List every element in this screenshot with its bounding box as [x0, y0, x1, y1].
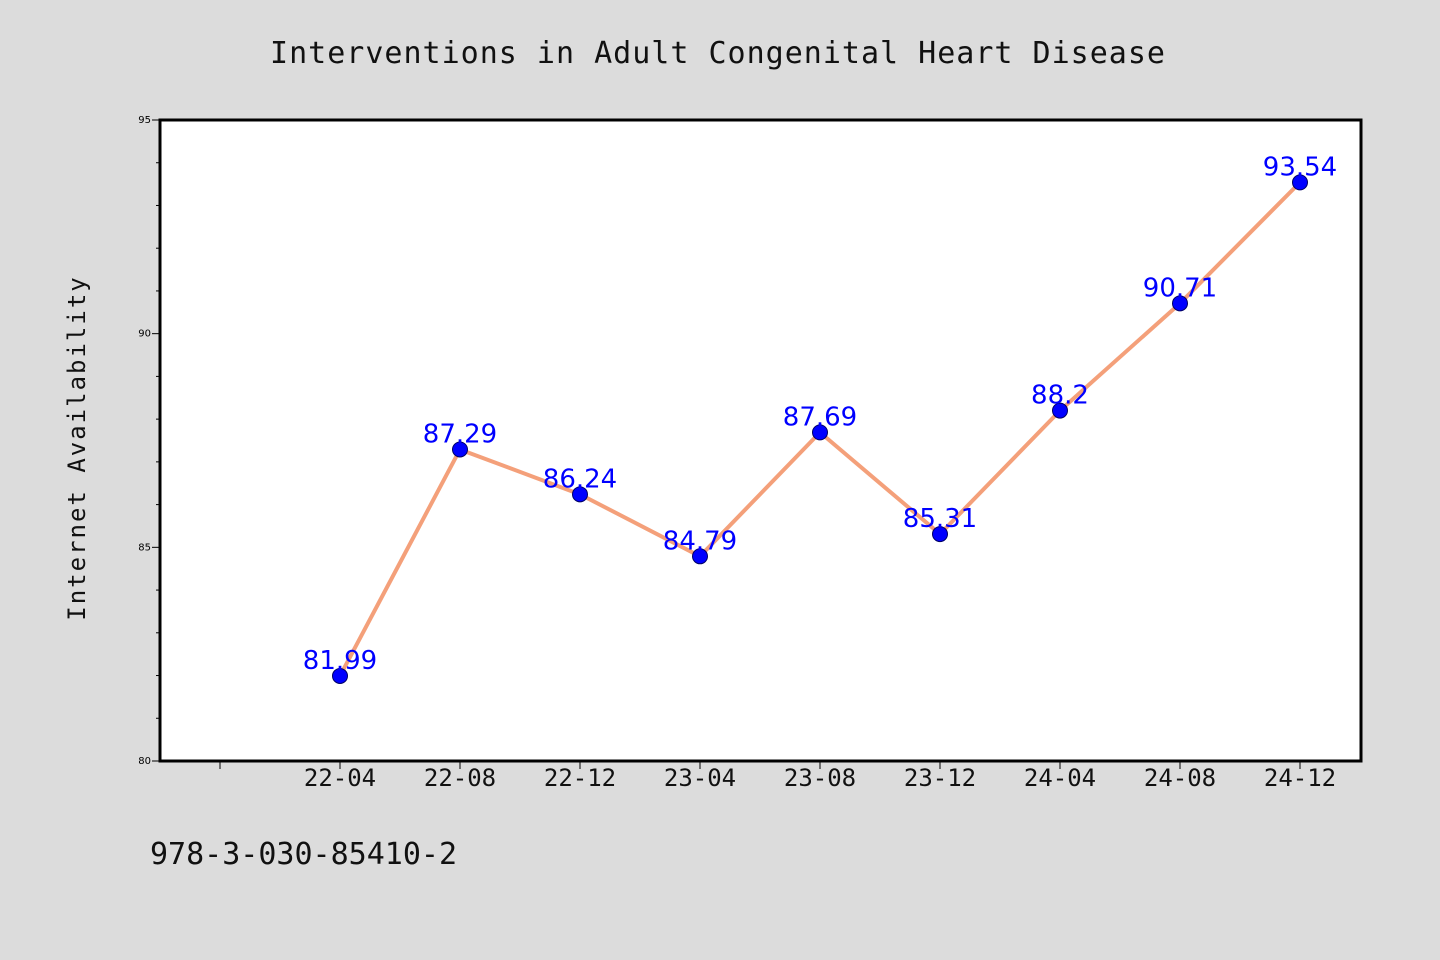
data-value-label: 81.99 [303, 646, 377, 676]
data-point-marker [452, 441, 468, 458]
x-tick-label: 23-08 [784, 764, 856, 792]
x-tick-label: 24-08 [1144, 764, 1216, 792]
data-point-marker [332, 667, 348, 684]
data-point-marker [932, 526, 948, 543]
x-tick-label: 22-12 [544, 764, 616, 792]
data-value-label: 84.79 [663, 526, 737, 556]
x-axis-ticks: 22-04 22-08 22-12 23-04 23-08 23-12 24-04 24-08… [219, 761, 1336, 792]
footer-isbn-text: 978-3-030-85410-2 [150, 837, 457, 872]
x-tick-label: 22-04 [304, 764, 376, 792]
y-tick-label: 95 [138, 115, 151, 126]
data-value-label: 85.31 [903, 504, 977, 534]
data-value-label: 88.2 [1031, 381, 1089, 411]
data-labels: 81.99 87.29 86.24 84.79 87.69 85.31 88.2 90.71 9… [303, 152, 1337, 676]
data-point-marker [572, 486, 588, 503]
data-point-marker [1052, 402, 1068, 419]
data-point-marker [692, 548, 708, 565]
x-tick-label: 24-04 [1024, 764, 1096, 792]
data-point-marker [1292, 174, 1308, 191]
y-axis-ticks: 80 85 90 95 [138, 115, 160, 767]
data-value-label: 90.71 [1143, 273, 1217, 303]
data-point-marker [812, 424, 828, 441]
chart-title: Interventions in Adult Congenital Heart … [270, 36, 1166, 71]
data-value-label: 87.29 [423, 419, 497, 449]
data-value-label: 93.54 [1263, 152, 1337, 182]
x-tick-label: 23-12 [904, 764, 976, 792]
y-tick-label: 90 [138, 329, 151, 340]
y-axis-label: Internet Availability [63, 275, 91, 620]
x-tick-label: 22-08 [424, 764, 496, 792]
x-tick-label: 24-12 [1264, 764, 1336, 792]
data-markers [332, 174, 1308, 684]
plot-area [158, 118, 1363, 763]
data-point-marker [1172, 295, 1188, 312]
data-value-label: 86.24 [543, 464, 617, 494]
data-value-label: 87.69 [783, 402, 857, 432]
x-tick-label: 23-04 [664, 764, 736, 792]
y-tick-label: 80 [138, 756, 151, 767]
y-tick-label: 85 [138, 542, 151, 553]
